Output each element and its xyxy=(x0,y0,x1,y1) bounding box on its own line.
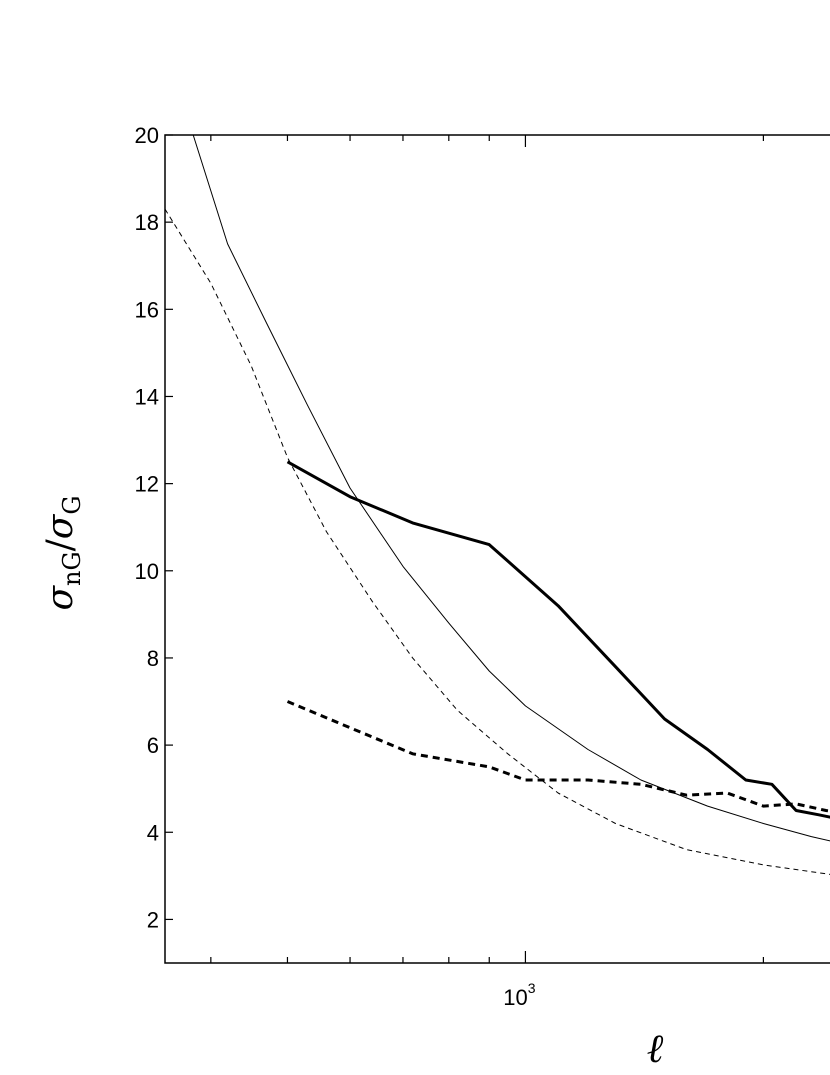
series-group xyxy=(165,135,830,875)
series-line-thin-solid xyxy=(192,135,830,842)
y-label-sigma-1: σ xyxy=(40,585,81,611)
y-tick-label: 16 xyxy=(135,297,159,322)
y-tick-label: 4 xyxy=(147,820,159,845)
x-axis-label: ℓ xyxy=(647,1026,664,1072)
plot-frame xyxy=(164,134,830,964)
y-tick-label: 12 xyxy=(135,472,159,497)
y-tick-label: 8 xyxy=(147,646,159,671)
axis-ticks xyxy=(165,134,764,963)
y-tick-label: 2 xyxy=(147,907,159,932)
y-tick-label: 18 xyxy=(135,210,159,235)
series-line-thick-solid xyxy=(286,460,830,819)
y-tick-label: 10 xyxy=(135,559,159,584)
y-label-sub-ng: nG xyxy=(58,551,86,586)
y-tick-label: 6 xyxy=(147,733,159,758)
y-axis-label: σnG/σG xyxy=(40,495,86,610)
x-tick-label: 103 xyxy=(503,980,535,1010)
y-tick-label: 14 xyxy=(135,384,159,409)
series-line-thin-dashed xyxy=(165,208,830,875)
y-label-sub-g: G xyxy=(58,495,86,514)
tick-labels: 2 4 6 8 10 12 14 16 18 20 103 xyxy=(135,123,536,1010)
series-line-thick-dashed xyxy=(286,700,830,813)
y-label-sigma-2: σ xyxy=(40,513,81,539)
y-label-slash: / xyxy=(40,538,81,551)
y-tick-label: 20 xyxy=(135,123,159,148)
